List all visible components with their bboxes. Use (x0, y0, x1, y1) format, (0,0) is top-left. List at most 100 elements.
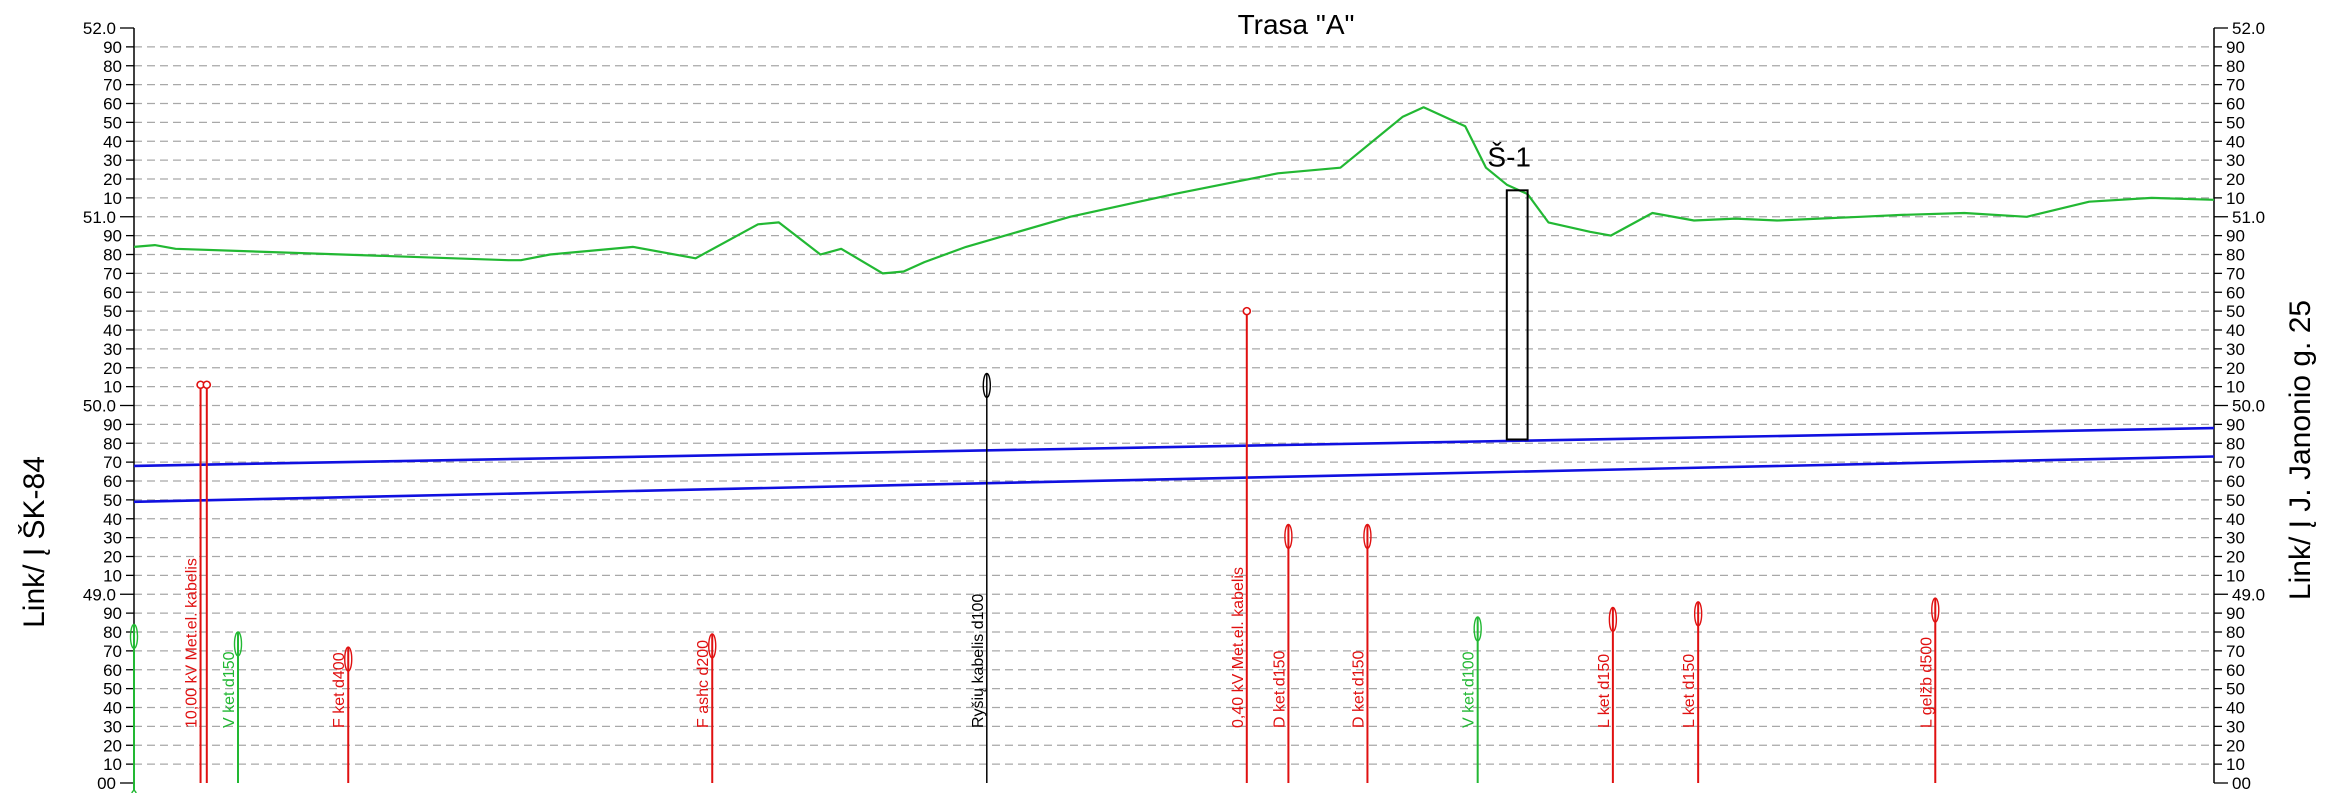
left-tick-label: 10 (103, 755, 122, 774)
right-tick-label: 80 (2226, 434, 2245, 453)
utility-crossing: 10,00 kV Met.el. kabelis (184, 380, 205, 783)
utility-label: F ashc d200 (695, 640, 712, 728)
utility-crossing: Ryšių kabelis d100 (970, 372, 991, 783)
utility-crossing (202, 380, 212, 783)
left-tick-label: 50.0 (83, 397, 116, 416)
utility-marker (202, 380, 212, 390)
right-tick-label: 50 (2226, 302, 2245, 321)
right-tick-label: 70 (2226, 264, 2245, 283)
utility-crossing: V ket d100 (1461, 616, 1482, 783)
utility-crossing (131, 783, 137, 793)
utility-label: L ket d150 (1681, 654, 1698, 728)
utility-label: D ket d150 (1271, 651, 1288, 728)
left-tick-label: 40 (103, 510, 122, 529)
right-side-label: Link/ Į J. Janonio g. 25 (2284, 300, 2317, 600)
left-tick-label: 90 (103, 415, 122, 434)
right-tick-label: 40 (2226, 321, 2245, 340)
right-tick-label: 40 (2226, 510, 2245, 529)
right-tick-label: 30 (2226, 151, 2245, 170)
right-tick-label: 20 (2226, 548, 2245, 567)
left-tick-label: 90 (103, 38, 122, 57)
utility-marker (1473, 616, 1482, 642)
right-tick-label: 40 (2226, 132, 2245, 151)
left-tick-label: 70 (103, 76, 122, 95)
right-tick-label: 80 (2226, 246, 2245, 265)
left-tick-label: 30 (103, 340, 122, 359)
utility-label: V ket d150 (221, 651, 238, 728)
utility-crossing (129, 623, 139, 783)
grid-layer (134, 46, 2214, 765)
chart-title: Trasa "A" (1238, 9, 1355, 40)
right-tick-label: 60 (2226, 661, 2245, 680)
utility-crossing: L ket d150 (1681, 601, 1703, 783)
utility-crossing: 0,40 kV Met.el. kabelis (1230, 306, 1252, 783)
right-tick-label: 80 (2226, 57, 2245, 76)
utility-label: F ket d400 (331, 652, 348, 728)
right-tick-label: 10 (2226, 755, 2245, 774)
utility-marker (344, 646, 353, 672)
left-tick-label: 50 (103, 113, 122, 132)
left-tick-label: 90 (103, 604, 122, 623)
left-tick-label: 60 (103, 472, 122, 491)
utilities-layer: 10,00 kV Met.el. kabelis V ket d150 F ket … (129, 306, 1940, 793)
right-tick-label: 50.0 (2232, 397, 2265, 416)
utility-marker (1693, 601, 1703, 627)
utility-label: L gelžb d500 (1918, 637, 1935, 728)
right-tick-label: 10 (2226, 189, 2245, 208)
well-layer: Š-1 (1487, 141, 1531, 441)
right-tick-label: 60 (2226, 95, 2245, 114)
right-tick-label: 80 (2226, 623, 2245, 642)
left-tick-label: 60 (103, 95, 122, 114)
utility-label: L ket d150 (1596, 654, 1613, 728)
left-tick-label: 80 (103, 57, 122, 76)
utility-crossing: V ket d150 (221, 631, 243, 783)
right-tick-label: 40 (2226, 699, 2245, 718)
utility-crossing: L ket d150 (1596, 606, 1618, 783)
right-tick-label: 70 (2226, 76, 2245, 95)
utility-marker (1931, 597, 1940, 623)
right-tick-label: 50 (2226, 680, 2245, 699)
utility-marker (1363, 523, 1372, 550)
right-tick-label: 30 (2226, 340, 2245, 359)
left-tick-label: 40 (103, 132, 122, 151)
right-tick-label: 10 (2226, 566, 2245, 585)
left-elevation-axis: 0010203040506070809049.01020304050607080… (83, 19, 135, 793)
left-tick-label: 80 (103, 246, 122, 265)
left-tick-label: 50 (103, 302, 122, 321)
pipe-top-line (133, 426, 2215, 468)
utility-crossing: D ket d150 (1271, 523, 1293, 783)
left-tick-label: 90 (103, 227, 122, 246)
right-tick-label: 00 (2232, 774, 2251, 793)
left-tick-label: 40 (103, 321, 122, 340)
utility-marker (129, 623, 139, 650)
utility-crossing: D ket d150 (1350, 523, 1372, 783)
right-tick-label: 90 (2226, 415, 2245, 434)
utility-crossing: F ashc d200 (695, 633, 717, 783)
utility-marker (982, 372, 991, 399)
utility-crossing: F ket d400 (331, 646, 353, 783)
utility-label: 10,00 kV Met.el. kabelis (184, 558, 201, 728)
right-tick-label: 60 (2226, 472, 2245, 491)
pipe-layer (133, 426, 2215, 504)
left-tick-label: 40 (103, 699, 122, 718)
right-tick-label: 49.0 (2232, 585, 2265, 604)
right-tick-label: 70 (2226, 453, 2245, 472)
left-side-label: Link/ Į ŠK-84 (17, 456, 51, 628)
left-tick-label: 10 (103, 378, 122, 397)
utility-marker (1242, 306, 1252, 316)
utility-marker (131, 789, 137, 793)
left-tick-label: 51.0 (83, 208, 116, 227)
ground-profile-line (133, 106, 2215, 275)
utility-marker (708, 633, 717, 659)
left-tick-label: 20 (103, 170, 122, 189)
right-tick-label: 90 (2226, 604, 2245, 623)
left-tick-label: 50 (103, 680, 122, 699)
right-tick-label: 10 (2226, 378, 2245, 397)
right-tick-label: 20 (2226, 359, 2245, 378)
left-tick-label: 20 (103, 548, 122, 567)
right-tick-label: 52.0 (2232, 19, 2265, 38)
left-tick-label: 60 (103, 661, 122, 680)
left-tick-label: 20 (103, 736, 122, 755)
right-tick-label: 60 (2226, 283, 2245, 302)
